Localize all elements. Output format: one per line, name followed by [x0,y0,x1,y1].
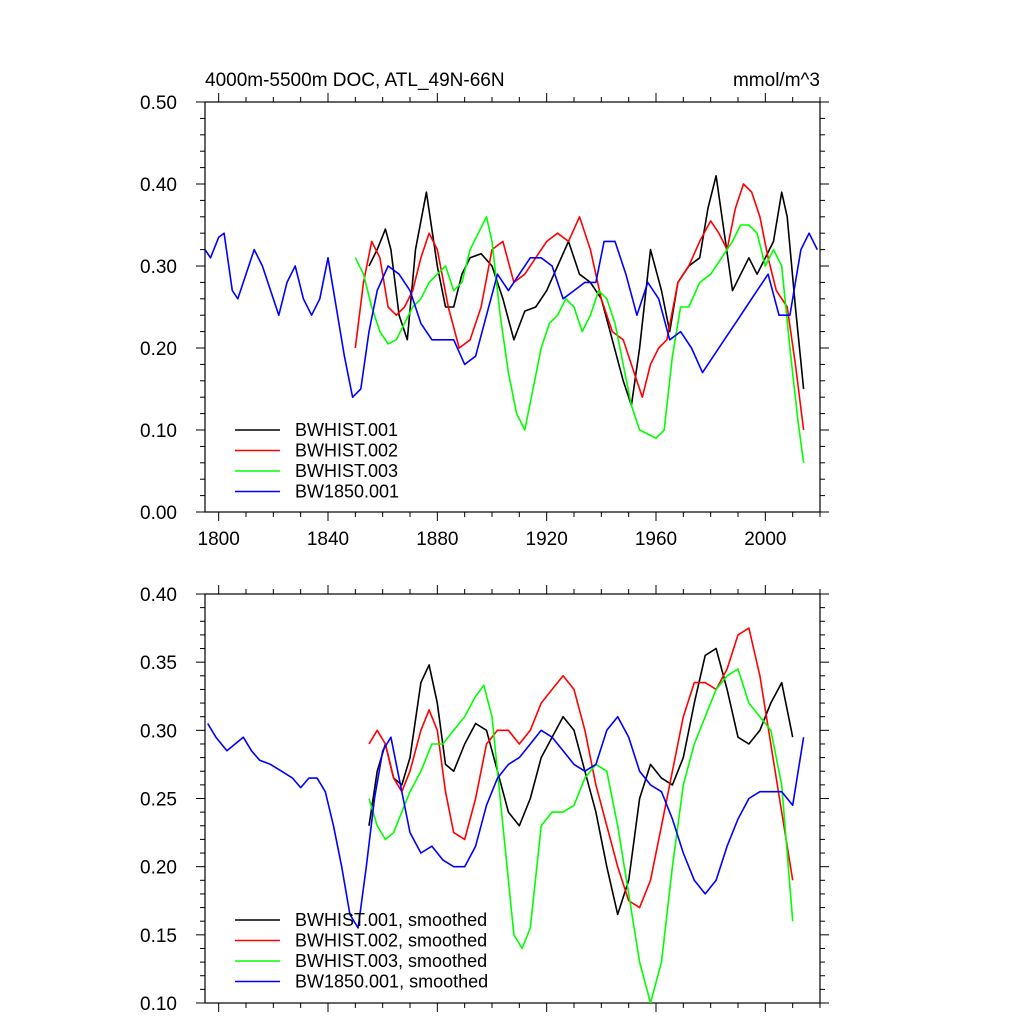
bottom-panel: 0.10 0.15 0.20 0.25 0.30 0.35 0.40 BWHIST.001, … [140,585,829,1015]
x-tick-label: 1880 [416,529,458,550]
top-panel: 4000m-5500m DOC, ATL_49N-66N mmol/m^3 18… [140,70,829,550]
x-tick-label: 1920 [526,529,568,550]
series-line-2 [354,183,805,431]
series-line-3 [368,668,794,1003]
y-tick-label: 0.15 [140,926,177,947]
top-panel-title: 4000m-5500m DOC, ATL_49N-66N [205,70,505,91]
y-tick-label: 0.50 [140,93,177,114]
y-tick-label: 0.10 [140,994,177,1015]
x-tick-label: 1960 [635,529,677,550]
legend-label-2: BWHIST.002, smoothed [295,931,487,951]
y-tick-label: 0.20 [140,339,177,360]
top-plot-area: 1800 1840 1880 1920 1960 2000 0.00 0.10 0.20 0.30… [140,93,829,550]
series-line-1 [368,647,794,916]
series-line-1 [368,175,805,407]
y-tick-label: 0.30 [140,721,177,742]
y-tick-label: 0.35 [140,653,177,674]
legend-label-3: BWHIST.003 [295,461,398,481]
plot-frame [204,101,821,513]
legend-label-1: BWHIST.001, smoothed [295,910,487,930]
y-tick-label: 0.30 [140,257,177,278]
legend-label-4: BW1850.001 [295,482,399,502]
series-line-3 [354,216,805,463]
legend-label-2: BWHIST.002 [295,441,398,461]
series-line-4 [207,715,805,929]
y-tick-label: 0.40 [140,585,177,606]
x-tick-label: 1800 [198,529,240,550]
legend-label-4: BW1850.001, smoothed [295,972,488,992]
legend-label-1: BWHIST.001 [295,420,398,440]
legend-label-3: BWHIST.003, smoothed [295,951,487,971]
bottom-plot-area: 0.10 0.15 0.20 0.25 0.30 0.35 0.40 BWHIST.001, … [140,585,829,1015]
y-tick-label: 0.00 [140,503,177,524]
top-panel-units: mmol/m^3 [733,70,820,91]
x-tick-label: 1840 [307,529,349,550]
x-tick-label: 2000 [744,529,786,550]
y-tick-label: 0.10 [140,421,177,442]
y-tick-label: 0.20 [140,858,177,879]
y-tick-label: 0.25 [140,790,177,811]
y-tick-label: 0.40 [140,175,177,196]
series-line-4 [205,232,819,398]
